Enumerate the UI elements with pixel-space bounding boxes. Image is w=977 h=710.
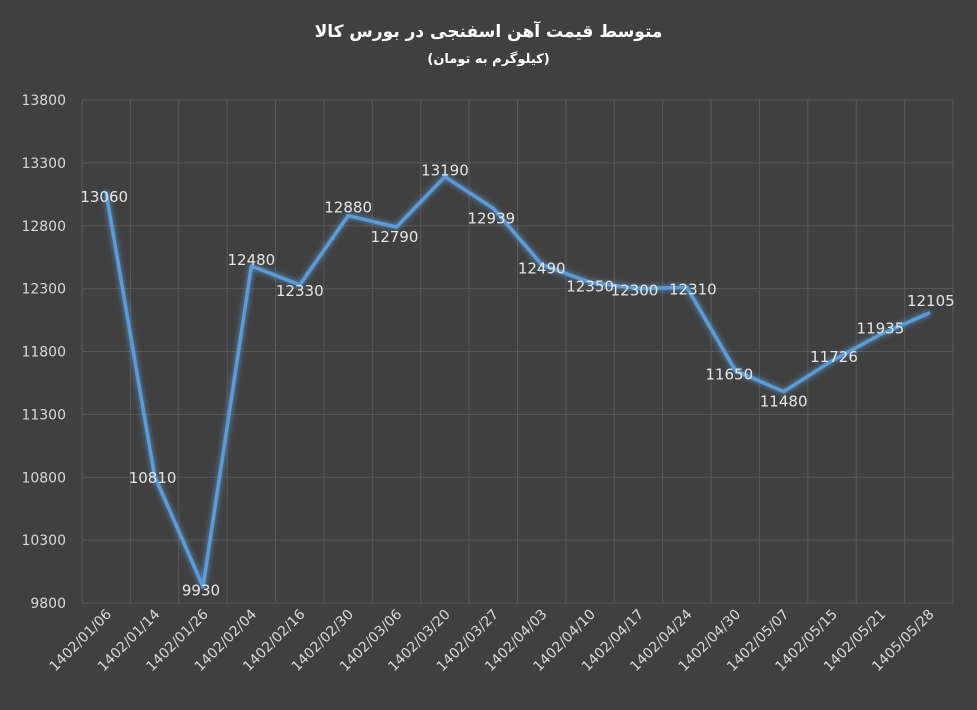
data-label: 12480 bbox=[228, 251, 276, 269]
data-label: 12300 bbox=[611, 282, 659, 300]
data-label: 13190 bbox=[421, 162, 469, 180]
data-label: 12310 bbox=[669, 280, 717, 298]
axes: 9800 10300 10800 11300 11800 12300 12800 13300 1… bbox=[21, 93, 937, 675]
y-tick-label: 12800 bbox=[21, 219, 66, 235]
y-tick-label: 9800 bbox=[30, 596, 66, 612]
data-label: 12350 bbox=[566, 277, 614, 295]
data-label: 12939 bbox=[467, 209, 515, 227]
data-label: 9930 bbox=[182, 582, 220, 600]
series-line bbox=[104, 174, 931, 589]
data-label: 12790 bbox=[371, 228, 419, 246]
y-tick-label: 10800 bbox=[21, 470, 66, 486]
data-label: 11935 bbox=[857, 320, 905, 338]
data-label: 12105 bbox=[907, 292, 955, 310]
data-label: 12880 bbox=[324, 199, 372, 217]
data-label: 11480 bbox=[760, 393, 808, 411]
data-label: 12330 bbox=[276, 282, 324, 300]
data-label: 13060 bbox=[80, 188, 128, 206]
series bbox=[104, 174, 931, 589]
chart-subtitle: (کیلوگرم به تومان) bbox=[427, 52, 550, 67]
data-label: 10810 bbox=[129, 469, 177, 487]
y-tick-label: 12300 bbox=[21, 282, 66, 298]
data-label: 12490 bbox=[518, 260, 566, 278]
y-tick-label: 11800 bbox=[21, 345, 66, 361]
y-tick-label: 13800 bbox=[21, 93, 66, 109]
y-tick-label: 11300 bbox=[21, 407, 66, 423]
data-label: 11650 bbox=[705, 365, 753, 383]
chart-title: متوسط قیمت آهن اسفنجی در بورس کالا bbox=[314, 22, 663, 42]
data-label: 11726 bbox=[810, 348, 858, 366]
y-tick-label: 13300 bbox=[21, 156, 66, 172]
y-tick-label: 10300 bbox=[21, 533, 66, 549]
grid bbox=[81, 99, 954, 604]
